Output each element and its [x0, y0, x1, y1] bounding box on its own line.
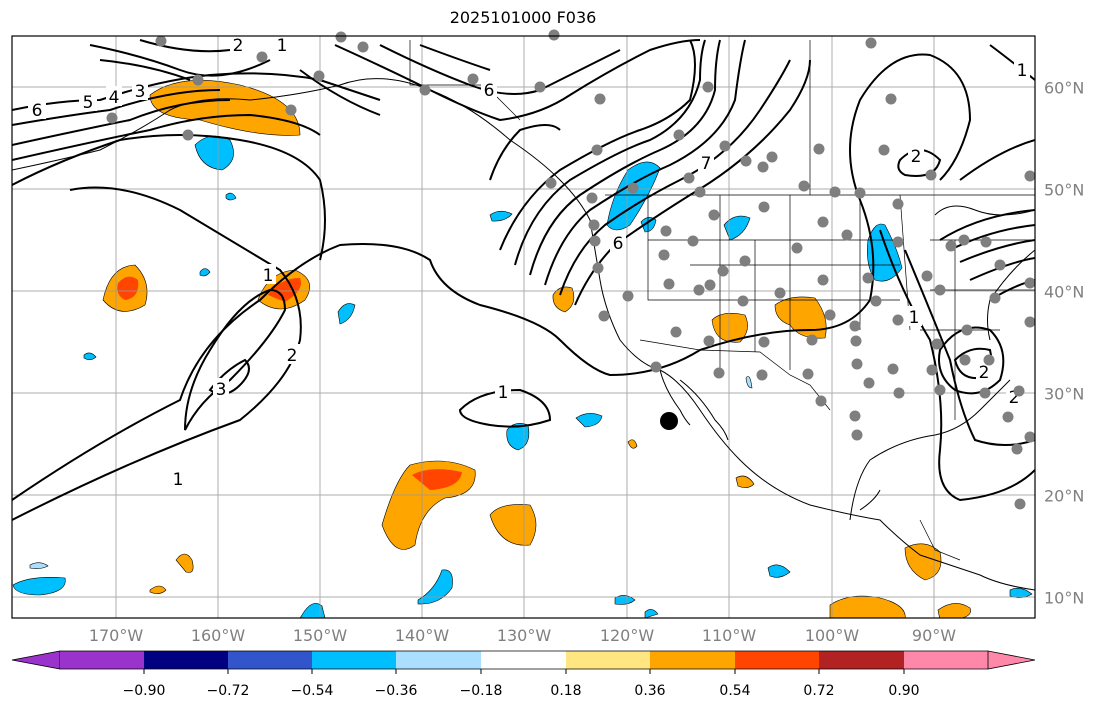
- negative-anomaly-area: [614, 595, 636, 605]
- colorbar: [11, 650, 1036, 674]
- positive-anomaly-area: [627, 439, 638, 449]
- contour-label: 1: [263, 266, 274, 286]
- graticule: [12, 36, 1035, 618]
- positive-anomaly-area: [412, 469, 462, 490]
- contour-label: 6: [32, 101, 43, 121]
- contour-label: 1: [1017, 61, 1028, 81]
- contour-label: 5: [83, 93, 94, 113]
- longitude-label: 120°W: [599, 626, 655, 645]
- negative-anomaly-area: [489, 210, 513, 222]
- negative-anomaly-area: [644, 609, 659, 618]
- positive-anomaly-area: [149, 585, 167, 594]
- latitude-label: 30°N: [1044, 384, 1085, 404]
- contour-label: 3: [216, 380, 227, 400]
- positive-anomaly-area: [829, 595, 906, 618]
- longitude-label: 150°W: [292, 626, 348, 645]
- positive-anomaly-area: [774, 296, 827, 339]
- positive-anomaly-area: [735, 475, 755, 488]
- negative-anomaly-area: [337, 303, 356, 325]
- positive-anomaly-area: [552, 286, 575, 313]
- contour-label: 2: [233, 36, 244, 56]
- latitude-label: 40°N: [1044, 282, 1085, 302]
- colorbar-tick-label: −0.36: [374, 683, 418, 699]
- negative-anomaly-area: [506, 423, 530, 451]
- negative-anomaly-area: [767, 564, 791, 578]
- contour-label: 7: [701, 154, 712, 174]
- positive-anomaly-area: [268, 278, 301, 302]
- negative-anomaly-area: [606, 161, 661, 231]
- contour-label: 1: [498, 383, 509, 403]
- contour-label-group: 6 5 4 3 2 1 1 2 3 1 1 6 7 6 1 2 2 1 2: [28, 34, 1030, 490]
- contour-label: 4: [109, 88, 120, 108]
- positive-anomaly-area: [489, 504, 537, 546]
- contour-label: 6: [484, 81, 495, 101]
- map-frame: [11, 35, 1036, 619]
- positive-anomaly-area: [711, 313, 748, 343]
- positive-anomaly-area: [937, 603, 971, 618]
- colorbar-tick-label: 0.90: [888, 683, 920, 699]
- colorbar-tick-label: 0.54: [719, 683, 751, 699]
- negative-anomaly-area: [83, 352, 97, 361]
- latitude-label: 50°N: [1044, 180, 1085, 200]
- negative-anomaly-area: [194, 135, 234, 171]
- negative-anomaly-area: [575, 413, 603, 428]
- contour-lines: [12, 39, 1035, 521]
- negative-anomaly-area: [1009, 587, 1033, 598]
- longitude-label: 130°W: [496, 626, 552, 645]
- latitude-label: 10°N: [1044, 588, 1085, 608]
- longitude-label: 140°W: [394, 626, 450, 645]
- contour-label: 1: [909, 308, 920, 328]
- contour-label: 3: [135, 82, 146, 102]
- colorbar-tick-label: −0.54: [290, 683, 334, 699]
- longitude-label: 170°W: [88, 626, 144, 645]
- colorbar-tick-label: 0.72: [803, 683, 835, 699]
- negative-anomaly-area: [12, 577, 66, 596]
- negative-anomaly-area: [29, 562, 49, 569]
- shaded-anomaly-layer: [12, 80, 1033, 618]
- contour-label: 6: [613, 234, 624, 254]
- positive-anomaly-area: [175, 553, 194, 573]
- highlight-location-marker: [660, 412, 678, 430]
- map-title: 2025101000 F036: [449, 8, 597, 27]
- contour-label: 2: [287, 346, 298, 366]
- colorbar-tick-label: −0.72: [206, 683, 250, 699]
- negative-anomaly-area: [199, 268, 211, 277]
- colorbar-tick-label: −0.18: [459, 683, 503, 699]
- longitude-label: 160°W: [190, 626, 246, 645]
- latitude-label: 60°N: [1044, 78, 1085, 98]
- positive-anomaly-area: [904, 543, 942, 581]
- negative-anomaly-area: [225, 192, 237, 201]
- negative-anomaly-area: [723, 215, 751, 241]
- colorbar-tick-label: 0.18: [550, 683, 582, 699]
- latitude-label: 20°N: [1044, 486, 1085, 506]
- contour-label: 2: [979, 363, 990, 383]
- contour-label: 2: [911, 147, 922, 167]
- longitude-label: 110°W: [701, 626, 757, 645]
- negative-anomaly-area: [299, 603, 326, 618]
- negative-anomaly-area: [745, 376, 753, 389]
- positive-anomaly-area: [149, 80, 301, 136]
- colorbar-tick-label: −0.90: [122, 683, 166, 699]
- contour-label: 1: [173, 470, 184, 490]
- negative-anomaly-area: [417, 569, 453, 605]
- longitude-label: 100°W: [804, 626, 860, 645]
- longitude-label: 90°W: [911, 626, 957, 645]
- colorbar-tick-label: 0.36: [634, 683, 666, 699]
- contour-label: 2: [1009, 388, 1020, 408]
- contour-label: 1: [277, 36, 288, 56]
- station-markers: [106, 29, 1036, 510]
- positive-anomaly-area: [117, 276, 139, 300]
